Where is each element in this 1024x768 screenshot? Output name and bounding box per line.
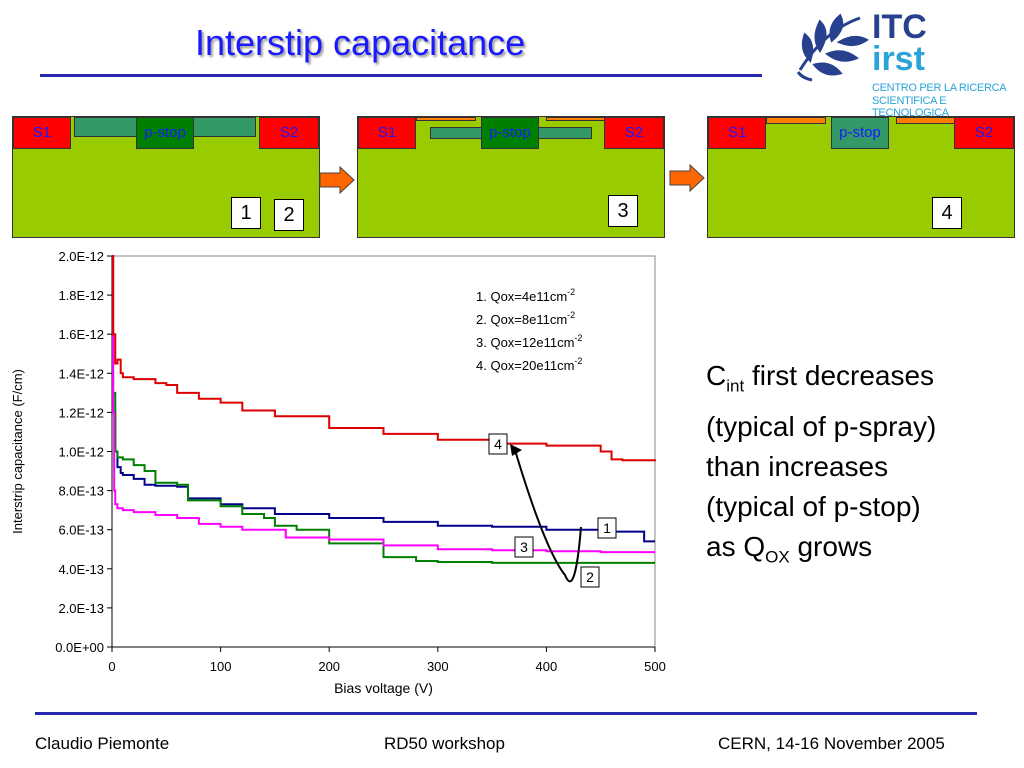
plot-area (111, 255, 656, 648)
slide-title: Interstip capacitance (195, 22, 526, 63)
footer-rule (35, 712, 977, 715)
series-line-2 (112, 255, 655, 564)
y-tick-label: 1.6E-12 (58, 327, 104, 342)
y-tick-label: 1.2E-12 (58, 405, 104, 420)
callout-label-1: 1 (603, 520, 611, 536)
footer-event: RD50 workshop (384, 734, 505, 753)
strip-s2: S2 (954, 117, 1014, 149)
metal-overhang (416, 117, 476, 121)
y-tick-label: 2.0E-12 (58, 249, 104, 264)
y-tick-label: 2.0E-13 (58, 601, 104, 616)
y-tick-label: 1.4E-12 (58, 366, 104, 381)
legend-entry-3: 3. Qox=12e11cm-2 (476, 333, 582, 350)
footer-place-date: CERN, 14-16 November 2005 (718, 734, 945, 753)
chart-axes (111, 255, 656, 648)
legend-entry-1: 1. Qox=4e11cm-2 (476, 287, 575, 304)
chart-legend: 1. Qox=4e11cm-2 2. Qox=8e11cm-2 3. Qox=12e… (476, 287, 582, 373)
y-tick-label: 1.8E-12 (58, 288, 104, 303)
arrow-right-icon (319, 166, 355, 194)
callout-box-4 (488, 433, 508, 455)
p-stop-implant: p-stop (481, 117, 539, 149)
case-label-1: 1 (231, 197, 261, 229)
callout-label-2: 2 (586, 569, 594, 585)
desc-c-sub: int (726, 376, 745, 396)
strip-s1: S1 (13, 117, 71, 149)
x-tick-label: 400 (536, 659, 558, 674)
series-line-4 (112, 255, 656, 462)
strip-s2: S2 (604, 117, 664, 149)
chart-callouts: 1 2 3 4 (488, 433, 617, 588)
trend-curve (514, 449, 582, 583)
y-tick-label: 1.0E-12 (58, 445, 104, 460)
p-stop-implant: p-stop (831, 117, 889, 149)
y-tick-label: 4.0E-13 (58, 562, 104, 577)
strip-diagram-1: S1 p-stop S2 1 2 (12, 116, 320, 238)
callout-box-3 (514, 536, 534, 558)
y-tick-label: 8.0E-13 (58, 484, 104, 499)
strip-s1: S1 (708, 117, 766, 149)
metal-overhang (766, 117, 826, 124)
arrowhead-icon (510, 444, 522, 456)
callout-box-1 (597, 517, 617, 539)
p-stop-implant: p-stop (136, 117, 194, 149)
desc-as: as Q (706, 530, 766, 562)
case-label-3: 3 (608, 195, 638, 227)
x-axis-title: Bias voltage (V) (334, 680, 433, 696)
itc-irst-logo (796, 13, 869, 82)
legend-entry-2: 2. Qox=8e11cm-2 (476, 310, 575, 327)
desc-line2: (typical of p-spray) (706, 410, 937, 442)
legend-entry-4: 4. Qox=20e11cm-2 (476, 356, 582, 373)
wheat-branch-icon (796, 13, 869, 82)
metal-overhang (546, 117, 606, 121)
logo-text-itc: ITC (872, 8, 927, 46)
desc-line4: (typical of p-stop) (706, 490, 921, 522)
y-tick-label: 0.0E+00 (55, 640, 104, 655)
logo-subtitle-1: CENTRO PER LA RICERCA (872, 82, 1007, 94)
title-underline (40, 74, 762, 77)
series-line-3 (112, 255, 655, 554)
desc-c: C (706, 360, 727, 391)
y-axis-title: Interstrip capacitance (F/cm) (10, 369, 25, 534)
arrow-right-icon (669, 164, 705, 192)
strip-s1: S1 (358, 117, 416, 149)
x-tick-label: 200 (318, 659, 340, 674)
y-tick-label: 6.0E-13 (58, 523, 104, 538)
callout-box-2 (580, 566, 600, 588)
x-tick-label: 100 (210, 659, 232, 674)
footer-author: Claudio Piemonte (35, 734, 170, 753)
chart-series (112, 255, 656, 564)
callout-label-4: 4 (494, 436, 502, 452)
series-line-1 (112, 255, 655, 543)
case-label-4: 4 (932, 197, 962, 229)
strip-diagram-3: S1 p-stop S2 4 (707, 116, 1015, 238)
chart-ticks: 0.0E+00 2.0E-13 4.0E-13 6.0E-13 8.0E-13 1.0E-… (10, 249, 666, 696)
desc-q-sub: OX (765, 547, 790, 567)
description-text: Cint first decreases (typical of p-spray… (706, 356, 1006, 577)
desc-grows: grows (789, 530, 873, 562)
metal-overhang (896, 117, 956, 124)
desc-line1: first decreases (744, 360, 935, 391)
logo-text-irst: irst (872, 40, 925, 78)
case-label-2: 2 (274, 199, 304, 231)
x-tick-label: 500 (644, 659, 666, 674)
strip-diagram-2: S1 p-stop S2 3 (357, 116, 665, 238)
x-tick-label: 0 (108, 659, 115, 674)
x-tick-label: 300 (427, 659, 449, 674)
strip-s2: S2 (259, 117, 319, 149)
desc-line3: than increases (706, 450, 889, 482)
capacitance-chart: 0.0E+00 2.0E-13 4.0E-13 6.0E-13 8.0E-13 1.0E-… (10, 249, 666, 696)
callout-label-3: 3 (520, 539, 528, 555)
